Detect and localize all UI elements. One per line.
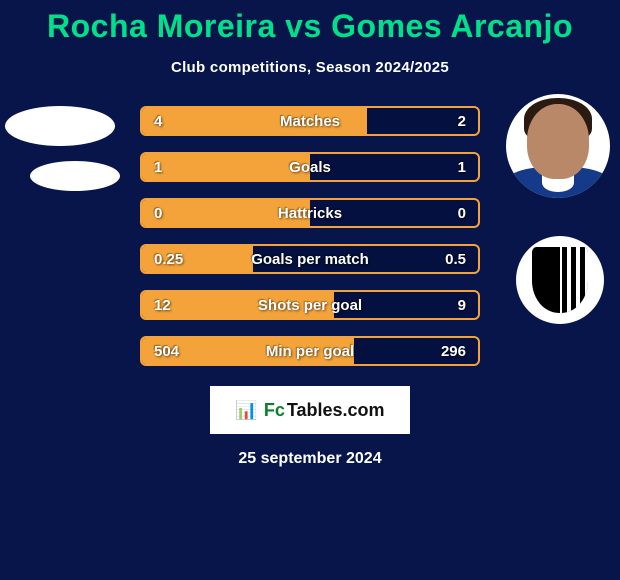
page-subtitle: Club competitions, Season 2024/2025 (171, 59, 449, 76)
club-crest-icon (516, 236, 604, 324)
stat-label: Shots per goal (142, 292, 478, 318)
stat-right-value: 2 (458, 108, 466, 134)
date-line: 25 september 2024 (238, 450, 381, 468)
stat-label: Hattricks (142, 200, 478, 226)
stat-bar-row: 504Min per goal296 (140, 336, 480, 366)
player-right-badge (506, 94, 610, 198)
stat-label: Goals (142, 154, 478, 180)
stat-right-value: 296 (441, 338, 466, 364)
stat-bar-row: 1Goals1 (140, 152, 480, 182)
stat-right-value: 9 (458, 292, 466, 318)
stat-right-value: 0.5 (445, 246, 466, 272)
stat-label: Matches (142, 108, 478, 134)
stat-right-value: 0 (458, 200, 466, 226)
chart-icon: 📊 (235, 400, 257, 421)
comparison-chart: 4Matches2 1Goals1 0Hattricks0 0.25Goals per… (0, 106, 620, 366)
team-left-badge (30, 161, 120, 191)
stat-bar-row: 4Matches2 (140, 106, 480, 136)
stats-bars: 4Matches2 1Goals1 0Hattricks0 0.25Goals per… (140, 106, 480, 366)
stat-bar-row: 0Hattricks0 (140, 198, 480, 228)
stat-label: Min per goal (142, 338, 478, 364)
team-right-badge (516, 236, 604, 324)
stat-bar-row: 12Shots per goal9 (140, 290, 480, 320)
stat-right-value: 1 (458, 154, 466, 180)
footer-fc: Fc (264, 400, 285, 421)
page-title: Rocha Moreira vs Gomes Arcanjo (47, 8, 573, 45)
stat-label: Goals per match (142, 246, 478, 272)
footer-tables: Tables.com (287, 400, 385, 421)
player-left-badge (5, 106, 115, 146)
player-face-icon (506, 94, 610, 198)
footer-brand: 📊 Fc Tables.com (210, 386, 410, 434)
stat-bar-row: 0.25Goals per match0.5 (140, 244, 480, 274)
